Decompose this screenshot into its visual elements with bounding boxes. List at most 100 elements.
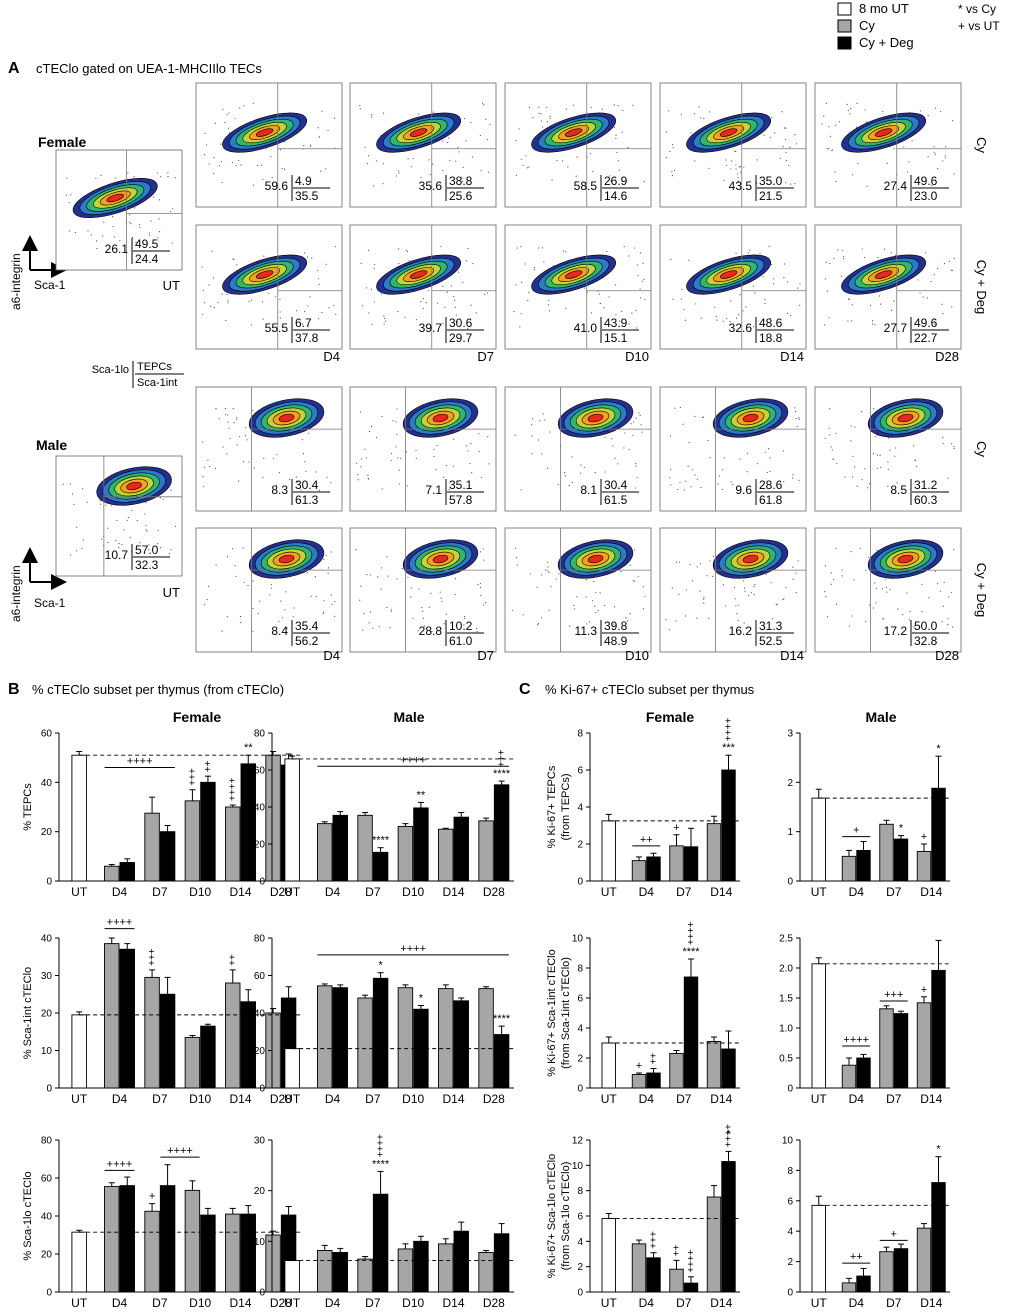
event-dot (798, 417, 800, 419)
event-dot (680, 114, 683, 116)
event-dot (690, 486, 692, 488)
event-dot (679, 406, 682, 409)
event-dot (886, 591, 888, 593)
event-dot (712, 555, 715, 557)
pct-sca1int: 32.3 (135, 558, 159, 572)
event-dot (683, 308, 685, 311)
event-dot (148, 232, 150, 234)
event-dot (158, 199, 160, 201)
event-dot (242, 461, 245, 463)
flow-plot-female-cydeg-d10: 41.0 43.915.1 (504, 224, 652, 350)
event-dot (462, 281, 464, 283)
event-dot (771, 618, 774, 620)
event-dot (271, 182, 273, 185)
pct-sca1lo: 7.1 (425, 483, 442, 497)
event-dot (236, 444, 238, 446)
event-dot (279, 149, 281, 151)
bar-cy (225, 1213, 241, 1293)
event-dot (872, 452, 875, 455)
female-label: Female (38, 134, 86, 150)
event-dot (557, 483, 559, 486)
event-dot (721, 488, 724, 491)
event-dot (423, 625, 425, 627)
event-dot (462, 166, 464, 168)
significance-mark: ++++ (724, 1124, 735, 1148)
event-dot (746, 452, 749, 455)
flow-plot-male-cy-d10: 8.1 30.461.5 (504, 386, 652, 512)
event-dot (531, 418, 534, 420)
event-dot (621, 131, 623, 133)
event-dot (548, 571, 550, 573)
event-dot (203, 154, 206, 156)
event-dot (253, 467, 255, 469)
event-dot (327, 567, 330, 569)
event-dot (893, 300, 895, 302)
event-dot (779, 157, 781, 159)
event-dot (384, 317, 386, 320)
event-dot (261, 301, 264, 303)
event-dot (721, 469, 724, 471)
event-dot (683, 489, 685, 491)
event-dot (874, 582, 876, 584)
event-dot (450, 285, 452, 287)
event-dot (678, 593, 680, 595)
flow-plot-female-cy-d28: 27.4 49.623.0 (814, 82, 962, 208)
event-dot (921, 611, 923, 613)
event-dot (544, 569, 547, 571)
event-dot (764, 302, 766, 305)
bar-cy (478, 1252, 494, 1293)
event-dot (637, 275, 639, 277)
event-dot (850, 108, 852, 110)
flow-plot-female-ut: 26.1 49.524.4 (55, 149, 183, 271)
y-tick-label: 0 (46, 877, 52, 888)
event-dot (222, 446, 224, 448)
pct-tepc: 49.5 (135, 237, 159, 251)
event-dot (830, 572, 832, 574)
event-dot (799, 283, 801, 285)
x-tick-label: D7 (886, 885, 902, 899)
event-dot (247, 584, 249, 587)
event-dot (407, 158, 409, 160)
event-dot (629, 612, 631, 615)
event-dot (435, 468, 437, 471)
event-dot (326, 476, 328, 478)
event-dot (317, 269, 319, 271)
contour-level (587, 413, 604, 423)
bar-cy-deg (721, 1161, 736, 1293)
contour-level (587, 554, 604, 564)
x-tick-label: D4 (112, 1092, 128, 1106)
event-dot (471, 472, 473, 474)
event-dot (278, 620, 280, 622)
bar-cy-deg (372, 1193, 389, 1293)
x-tick-label: UT (601, 885, 618, 899)
event-dot (129, 221, 131, 223)
event-dot (306, 256, 309, 258)
bar-cy (478, 820, 494, 882)
y-tick-label: 3 (787, 729, 793, 740)
event-dot (433, 455, 435, 457)
event-dot (669, 477, 671, 479)
significance-mark: * (726, 1128, 731, 1140)
event-dot (794, 134, 796, 136)
event-dot (428, 606, 430, 608)
event-dot (236, 416, 238, 419)
event-dot (831, 149, 833, 152)
event-dot (953, 548, 955, 550)
event-dot (135, 241, 137, 243)
event-dot (276, 453, 278, 456)
pct-sca1int: 61.5 (604, 493, 628, 507)
event-dot (927, 115, 929, 117)
event-dot (271, 176, 273, 179)
event-dot (368, 622, 370, 624)
event-dot (129, 537, 131, 539)
event-dot (380, 567, 383, 569)
event-dot (762, 629, 764, 631)
event-dot (613, 104, 616, 106)
event-dot (262, 476, 264, 478)
event-dot (825, 261, 827, 263)
event-dot (541, 247, 544, 249)
bar-cy-deg (646, 856, 661, 882)
event-dot (430, 592, 432, 594)
pct-tepc: 35.1 (449, 478, 473, 492)
